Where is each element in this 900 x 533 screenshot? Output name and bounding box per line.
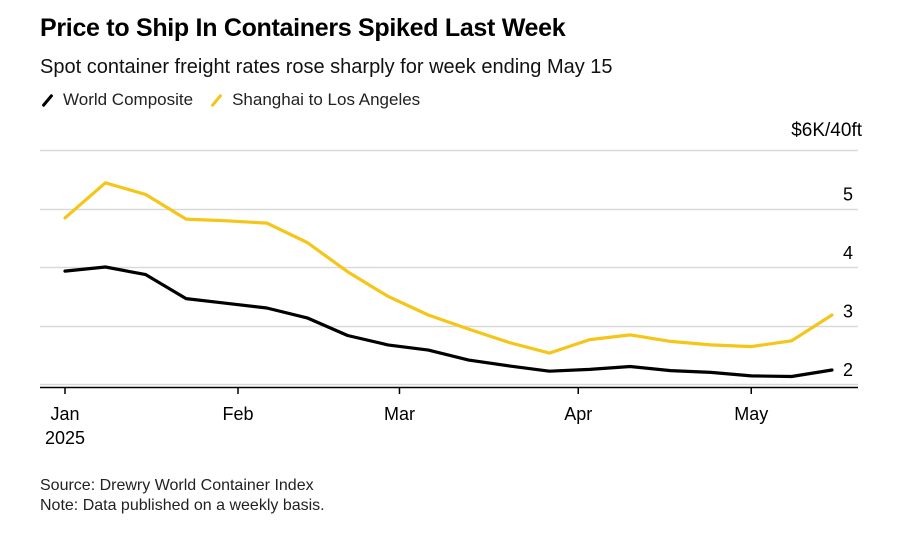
footer: Source: Drewry World Container Index Not… xyxy=(40,476,325,516)
y-tick-label: 4 xyxy=(843,243,853,263)
y-tick-label: 2 xyxy=(843,360,853,380)
y-tick-label: 5 xyxy=(843,185,853,205)
chart-subtitle: Spot container freight rates rose sharpl… xyxy=(40,56,613,78)
y-axis-unit-label: $6K/40ft xyxy=(791,120,862,141)
data-note: Note: Data published on a weekly basis. xyxy=(40,497,325,514)
y-tick-label: 3 xyxy=(843,302,853,322)
x-tick-label: Jan xyxy=(50,404,79,424)
series-line-shanghai-la xyxy=(63,181,834,355)
x-tick-label: Feb xyxy=(222,404,253,424)
x-tick-label: Mar xyxy=(384,404,415,424)
chart-title: Price to Ship In Containers Spiked Last … xyxy=(40,14,566,42)
x-tick-label: Apr xyxy=(564,404,592,424)
line-chart: 2 3 4 5 Jan 2025 Feb Mar Apr May xyxy=(40,149,858,448)
legend-item-shanghai: Shanghai to Los Angeles xyxy=(209,90,420,110)
source-note: Source: Drewry World Container Index xyxy=(40,477,314,494)
legend-label-shanghai: Shanghai to Los Angeles xyxy=(232,90,421,109)
series-line-world-composite xyxy=(63,265,834,379)
legend: World Composite Shanghai to Los Angeles xyxy=(40,90,436,110)
legend-label-world: World Composite xyxy=(63,90,194,109)
legend-item-world: World Composite xyxy=(40,90,193,110)
x-tick-sublabel: 2025 xyxy=(45,428,85,448)
x-tick-label: May xyxy=(734,404,768,424)
